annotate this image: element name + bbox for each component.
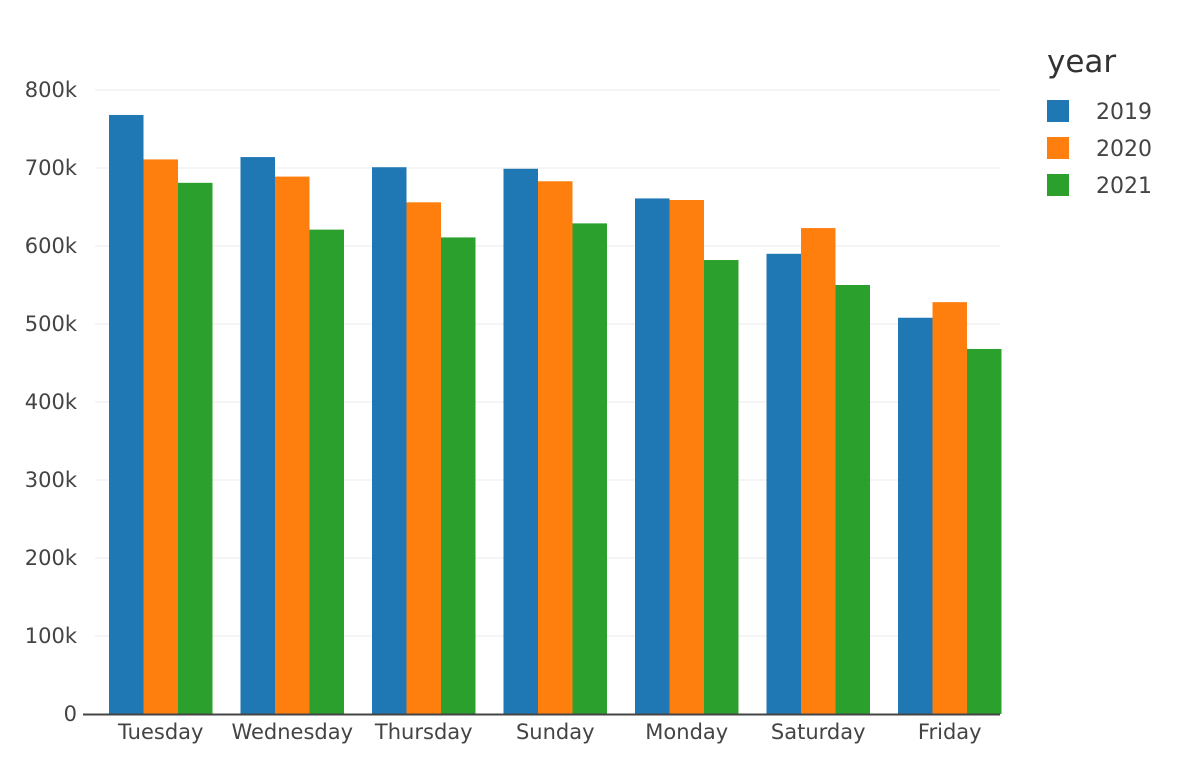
bar-2021-thursday[interactable]: [441, 237, 476, 715]
bar-2021-tuesday[interactable]: [178, 182, 213, 714]
x-tick-label: Monday: [645, 720, 728, 744]
y-tick-label: 400k: [25, 390, 78, 414]
bar-2019-friday[interactable]: [898, 317, 933, 714]
legend-swatch-2021[interactable]: [1047, 174, 1069, 196]
legend-title: year: [1047, 44, 1116, 80]
y-tick-label: 0: [64, 702, 77, 726]
bar-2019-sunday[interactable]: [503, 168, 539, 714]
bar-2019-thursday[interactable]: [372, 167, 407, 715]
bar-2021-saturday[interactable]: [835, 285, 871, 714]
y-tick-label: 100k: [25, 624, 78, 648]
bar-2020-sunday[interactable]: [538, 181, 573, 714]
bar-2021-sunday[interactable]: [572, 223, 608, 714]
x-tick-label: Sunday: [516, 720, 595, 744]
legend-label-2020[interactable]: 2020: [1096, 137, 1152, 162]
x-tick-label: Saturday: [771, 720, 866, 744]
y-tick-label: 300k: [25, 468, 78, 492]
legend-swatch-2020[interactable]: [1047, 137, 1069, 159]
bar-2021-wednesday[interactable]: [309, 229, 345, 714]
bar-2021-friday[interactable]: [967, 348, 1002, 714]
bar-2020-friday[interactable]: [932, 302, 968, 714]
y-tick-label: 800k: [25, 78, 78, 102]
bars: [109, 114, 1002, 715]
bar-2019-wednesday[interactable]: [240, 157, 276, 714]
x-tick-label: Wednesday: [231, 720, 353, 744]
legend-swatch-2019[interactable]: [1047, 100, 1069, 122]
x-tick-label: Tuesday: [117, 720, 203, 744]
bar-2020-wednesday[interactable]: [275, 176, 310, 714]
bar-2019-saturday[interactable]: [766, 253, 802, 715]
bar-2020-tuesday[interactable]: [143, 159, 179, 715]
y-tick-label: 700k: [25, 156, 78, 180]
legend[interactable]: year 2019 2020 2021: [1047, 44, 1152, 199]
axes: 0 100k 200k 300k 400k 500k 600k 700k 800k Tuesday…: [25, 78, 1000, 744]
y-tick-label: 600k: [25, 234, 78, 258]
bar-2019-tuesday[interactable]: [109, 114, 144, 714]
legend-label-2019[interactable]: 2019: [1096, 100, 1152, 125]
x-tick-label: Friday: [918, 720, 982, 744]
legend-label-2021[interactable]: 2021: [1096, 174, 1152, 199]
bar-2020-monday[interactable]: [669, 199, 705, 715]
y-tick-label: 500k: [25, 312, 78, 336]
bar-2020-thursday[interactable]: [406, 202, 442, 714]
x-tick-label: Thursday: [374, 720, 473, 744]
bar-2019-monday[interactable]: [635, 198, 670, 715]
y-tick-label: 200k: [25, 546, 78, 570]
bar-2020-saturday[interactable]: [801, 228, 836, 714]
bar-2021-monday[interactable]: [704, 260, 739, 714]
